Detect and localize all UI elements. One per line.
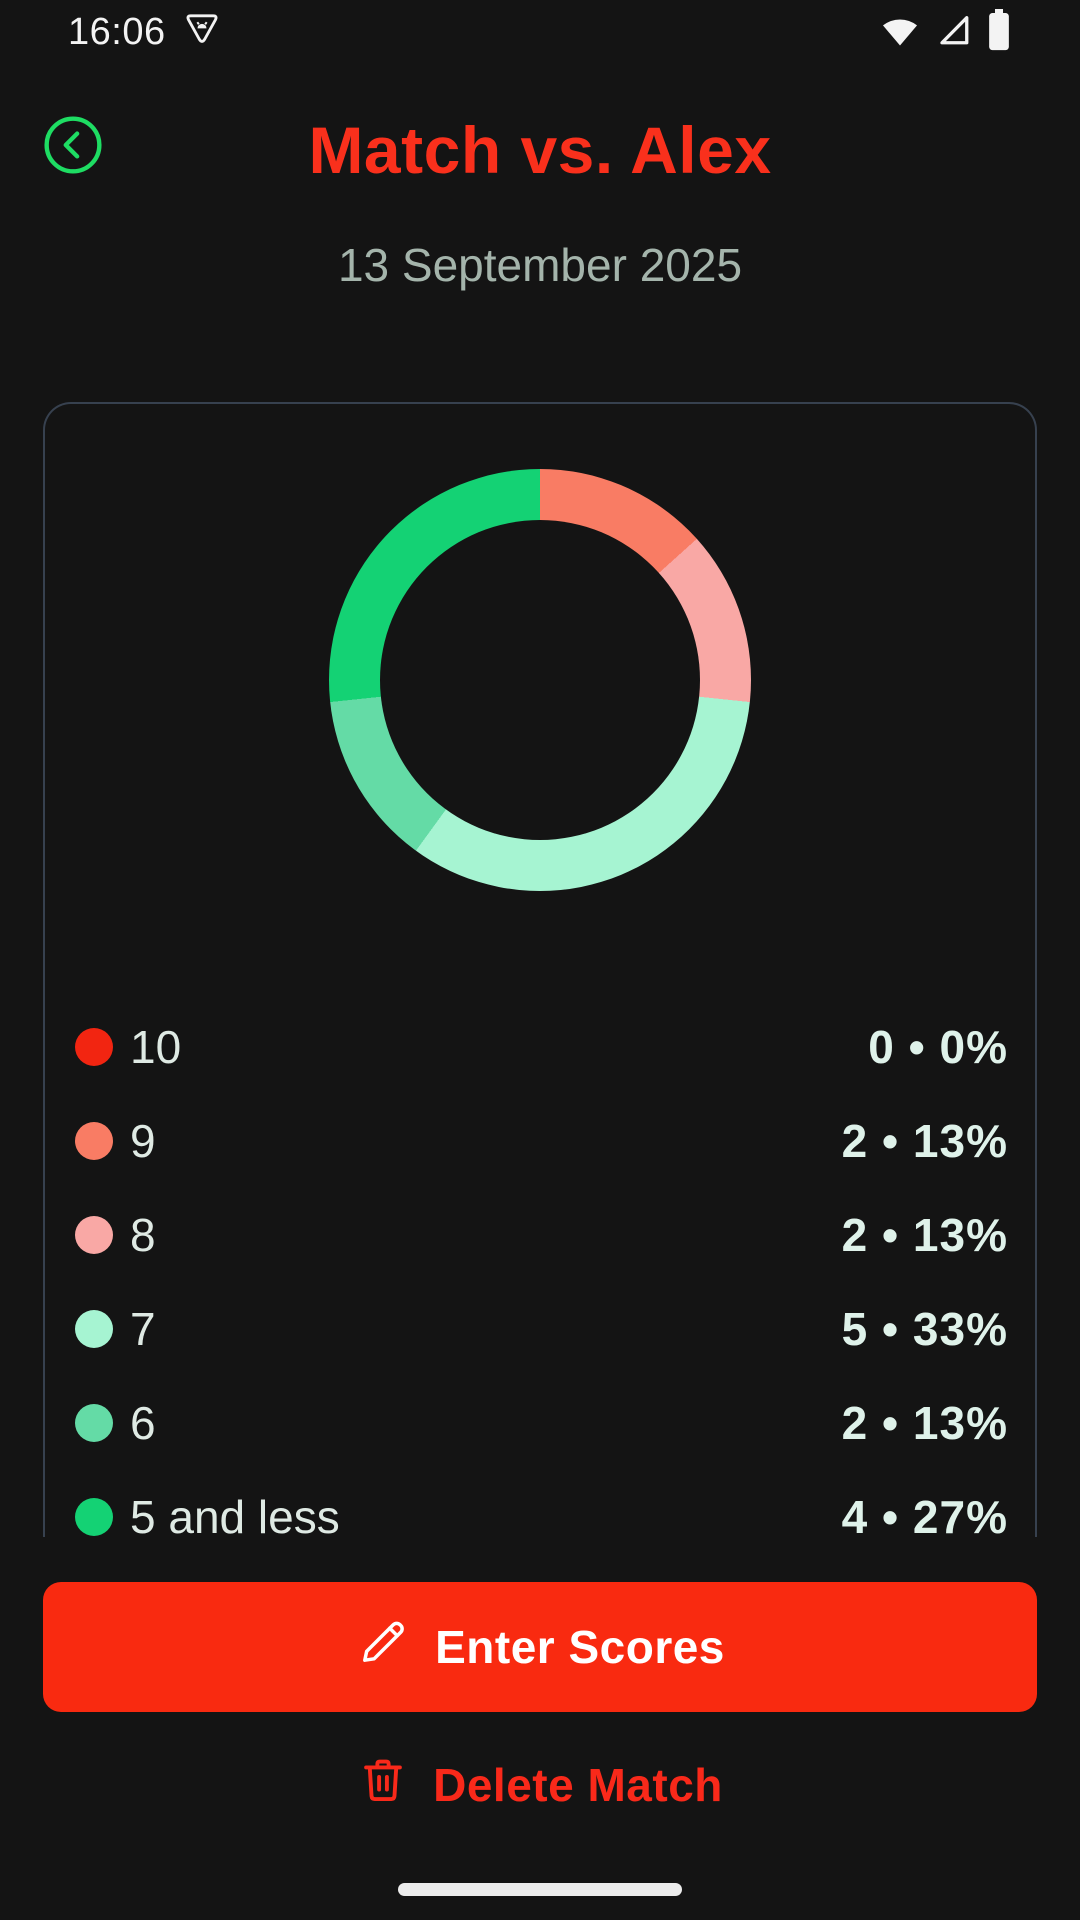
match-date: 13 September 2025 xyxy=(337,239,743,291)
delete-match-label: Delete Match xyxy=(433,1759,723,1811)
legend-label: 6 xyxy=(130,1397,156,1449)
legend-value: 2 • 13% xyxy=(841,1397,1008,1449)
home-indicator[interactable] xyxy=(398,1883,682,1896)
legend-dot xyxy=(75,1404,113,1442)
legend-row: 9 2 • 13% xyxy=(75,1094,1008,1188)
legend-dot xyxy=(75,1498,113,1536)
legend-value: 5 • 33% xyxy=(841,1303,1008,1355)
legend-label: 8 xyxy=(130,1209,156,1261)
enter-scores-button[interactable]: Enter Scores xyxy=(43,1582,1037,1712)
status-bar: 16:06 xyxy=(0,0,1080,64)
legend-label: 7 xyxy=(130,1303,156,1355)
legend-dot xyxy=(75,1310,113,1348)
back-chevron-icon xyxy=(42,116,104,179)
donut-chart xyxy=(329,469,751,891)
battery-icon xyxy=(988,8,1010,56)
legend-label: 10 xyxy=(130,1021,182,1073)
legend-dot xyxy=(75,1028,113,1066)
legend-value: 2 • 13% xyxy=(841,1115,1008,1167)
vpn-shield-icon xyxy=(182,10,222,55)
enter-scores-label: Enter Scores xyxy=(435,1621,725,1673)
page-title: Match vs. Alex xyxy=(308,113,772,187)
legend-value: 0 • 0% xyxy=(868,1021,1008,1073)
legend-row: 10 0 • 0% xyxy=(75,1000,1008,1094)
legend-list: 10 0 • 0% 9 2 • 13% 8 2 • 13% 7 5 • 33% … xyxy=(45,1000,1035,1537)
clock: 16:06 xyxy=(68,10,166,53)
wifi-icon xyxy=(880,12,920,53)
legend-row: 6 2 • 13% xyxy=(75,1376,1008,1470)
legend-dot xyxy=(75,1122,113,1160)
trash-icon xyxy=(357,1754,409,1817)
legend-row: 7 5 • 33% xyxy=(75,1282,1008,1376)
legend-value: 2 • 13% xyxy=(841,1209,1008,1261)
legend-label: 9 xyxy=(130,1115,156,1167)
status-bar-right xyxy=(880,8,1010,56)
legend-dot xyxy=(75,1216,113,1254)
score-distribution-card: 10 0 • 0% 9 2 • 13% 8 2 • 13% 7 5 • 33% … xyxy=(43,402,1037,1537)
legend-row: 8 2 • 13% xyxy=(75,1188,1008,1282)
status-bar-left: 16:06 xyxy=(68,10,222,55)
legend-label: 5 and less xyxy=(130,1491,340,1537)
donut-hole xyxy=(380,520,700,840)
cellular-signal-icon xyxy=(936,12,972,53)
delete-match-button[interactable]: Delete Match xyxy=(0,1748,1080,1822)
legend-row: 5 and less 4 • 27% xyxy=(75,1470,1008,1537)
legend-value: 4 • 27% xyxy=(841,1491,1008,1537)
pencil-icon xyxy=(355,1614,411,1681)
back-button[interactable] xyxy=(42,114,104,176)
